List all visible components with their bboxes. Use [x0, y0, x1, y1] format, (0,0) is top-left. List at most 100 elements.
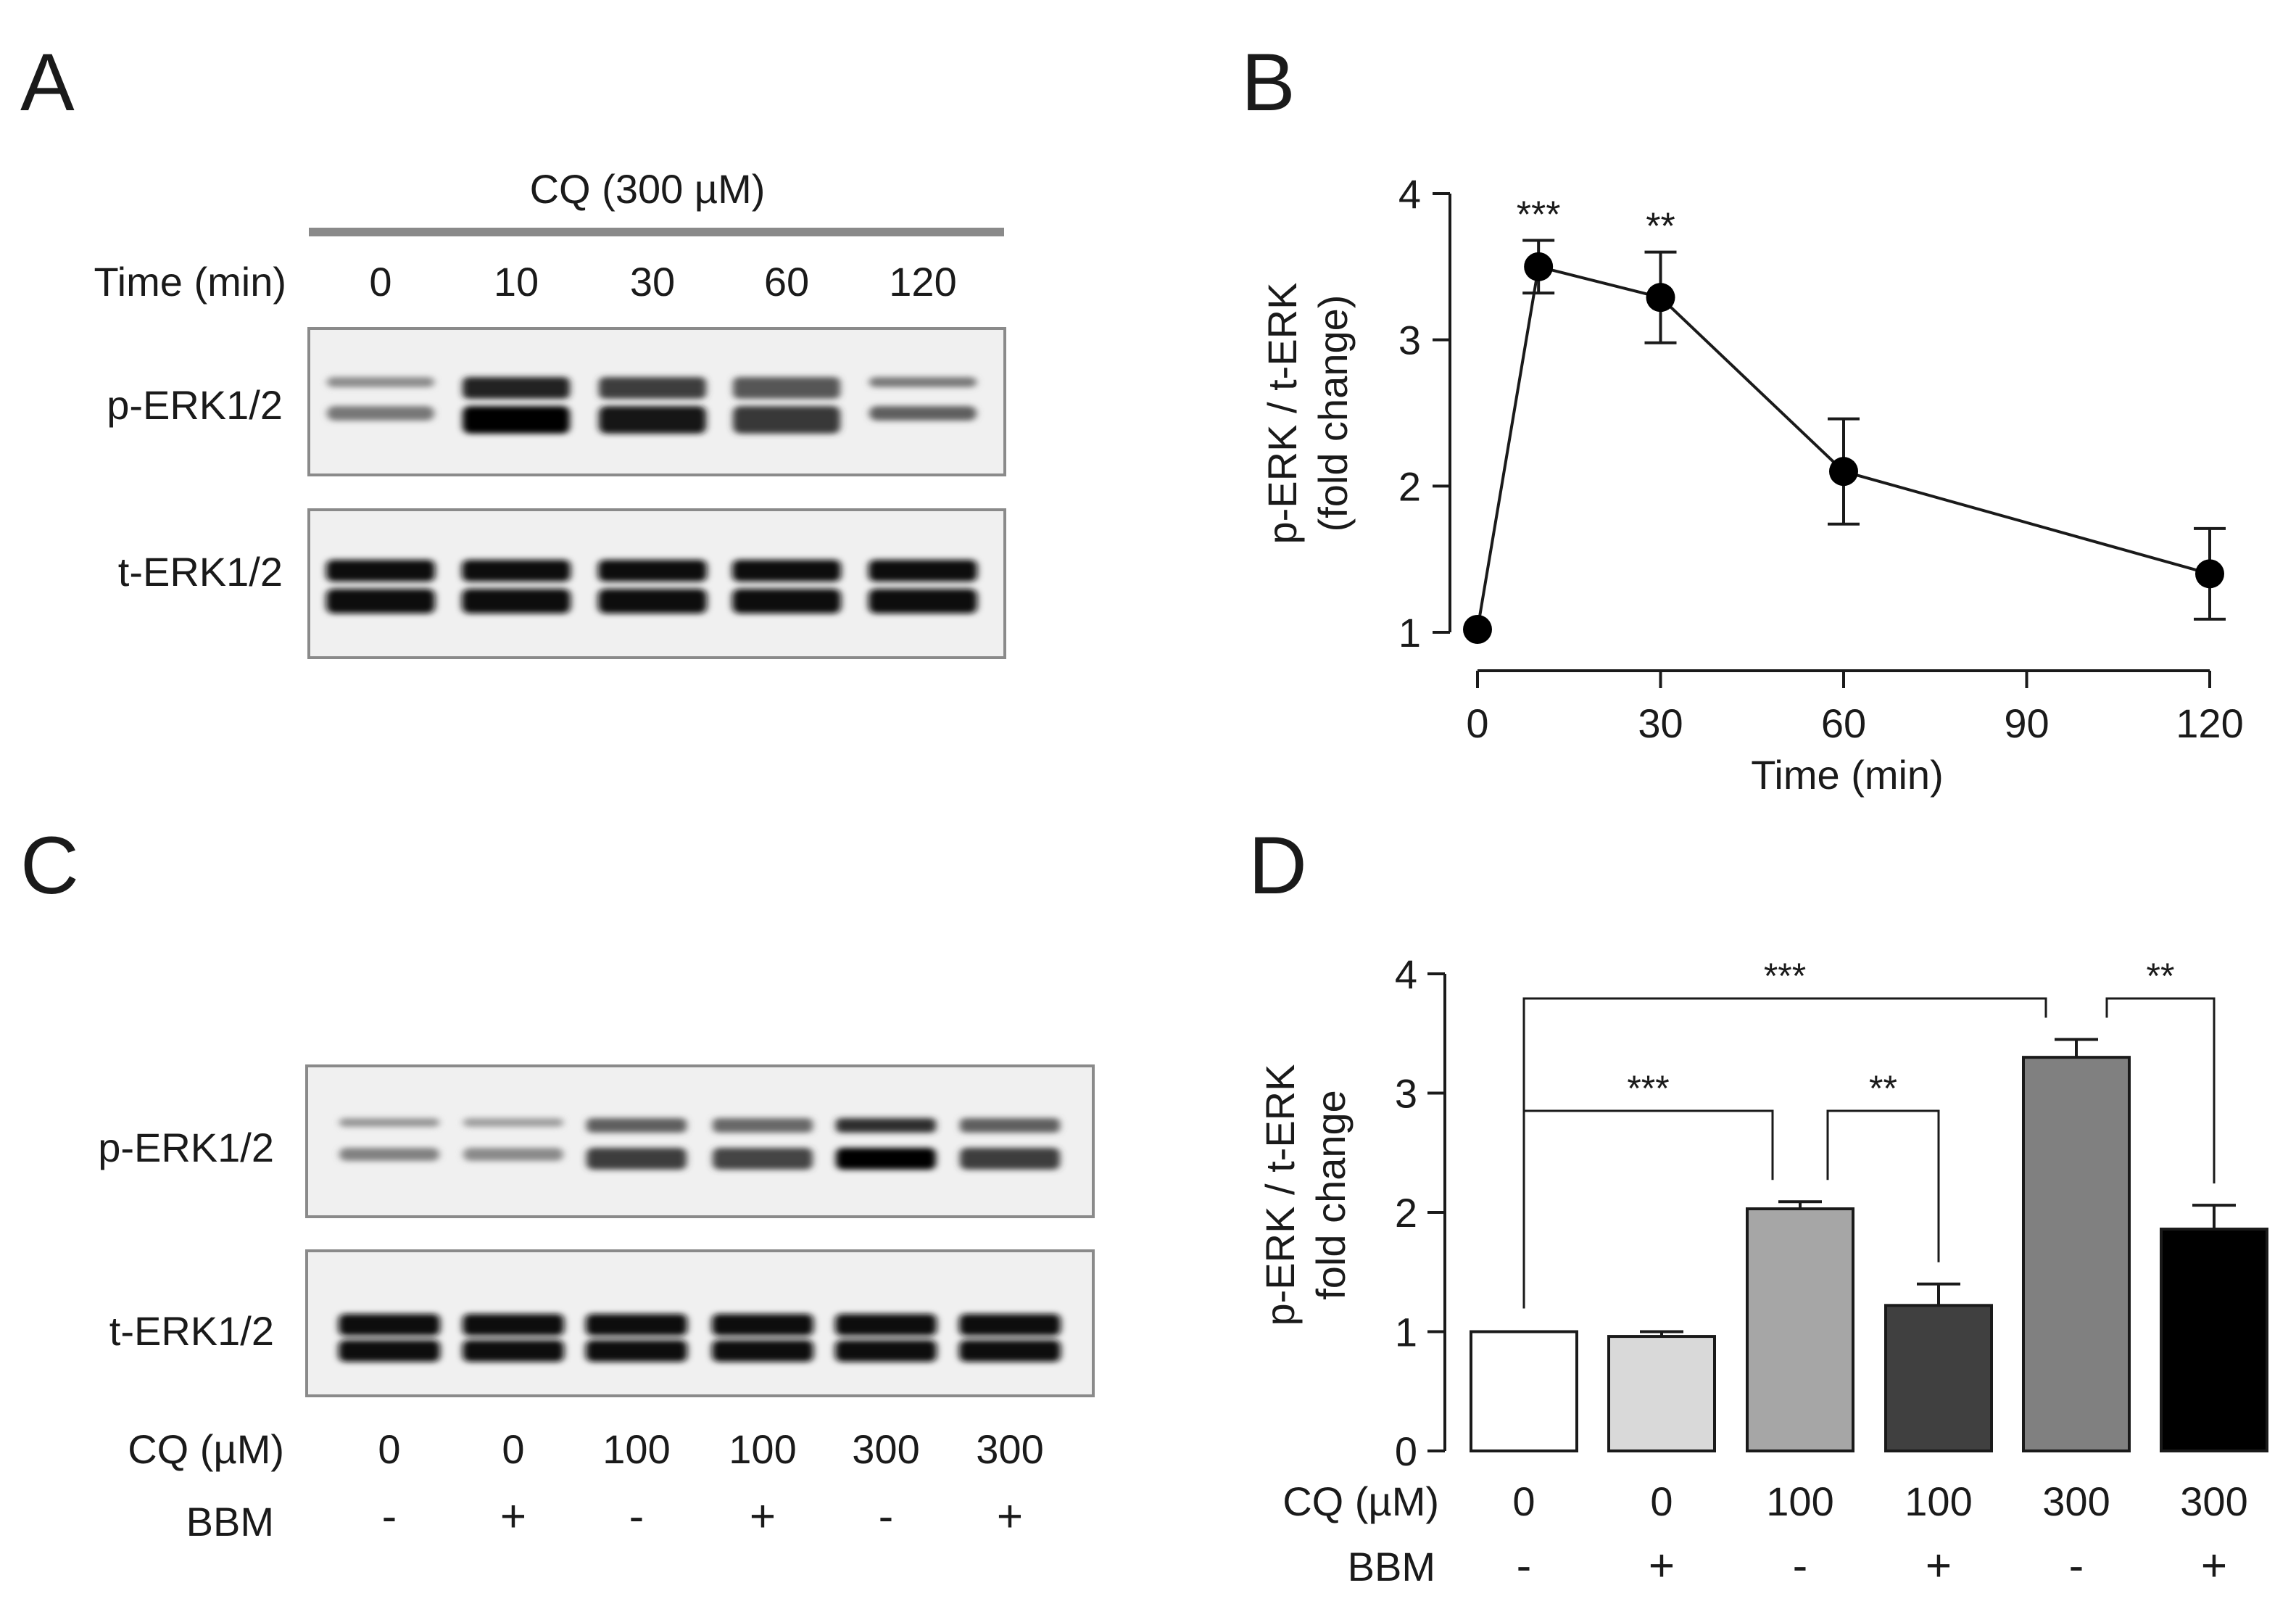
- bar: [2160, 1228, 2268, 1453]
- x-axis-label: Time (min): [1751, 752, 1943, 798]
- p-erk-membrane: [307, 327, 1006, 476]
- bar: [2022, 1056, 2131, 1452]
- cq-lane-label: 100: [602, 1426, 670, 1472]
- significance-marker: **: [1869, 1068, 1897, 1109]
- cq-lane-label: 300: [852, 1426, 919, 1472]
- lane-label: 10: [494, 259, 539, 305]
- t-erk-band-lower: [339, 1340, 440, 1362]
- significance-marker: **: [1646, 206, 1675, 248]
- cq-lane-label: 300: [976, 1426, 1043, 1472]
- x-tick-label: 0: [1466, 700, 1488, 746]
- significance-marker: ***: [1764, 956, 1806, 996]
- lane-label: 120: [889, 259, 956, 305]
- chart-d-category-labels: 0 - 0 +100 - 100 +300 - 300 +: [1512, 1479, 2247, 1591]
- t-erk-band-lower: [959, 1340, 1061, 1362]
- data-point: [1524, 252, 1554, 281]
- y-axis-label: p-ERK / t-ERK: [1257, 1064, 1303, 1326]
- y-axis-label-sub: (fold change): [1310, 295, 1356, 532]
- bbm-category-label: +: [2201, 1541, 2227, 1591]
- band-label-p-erk: p-ERK1/2: [98, 1125, 274, 1170]
- p-erk-band-upper: [463, 1118, 563, 1127]
- cq-category-label: 0: [1512, 1479, 1535, 1524]
- time-row-label: Time (min): [94, 259, 286, 305]
- p-erk-band-upper: [960, 1118, 1060, 1133]
- t-erk-membrane: [307, 508, 1006, 659]
- p-erk-membrane: [305, 1064, 1095, 1218]
- p-erk-band-lower: [960, 1148, 1060, 1170]
- bbm-lane-label: +: [750, 1492, 776, 1542]
- bar: [1746, 1207, 1854, 1452]
- p-erk-band-lower: [713, 1148, 813, 1170]
- t-erk-band-upper: [326, 560, 435, 582]
- panel-label-a: A: [20, 37, 75, 128]
- p-erk-band-upper: [339, 1118, 439, 1127]
- t-erk-band-lower: [586, 1340, 687, 1362]
- x-tick-label: 60: [1821, 700, 1866, 746]
- y-tick-label: 1: [1398, 610, 1421, 656]
- lane-label: 0: [369, 259, 391, 305]
- cq-lane-label: 0: [378, 1426, 400, 1472]
- panel-label-b: B: [1241, 37, 1296, 128]
- p-erk-band-lower: [733, 406, 840, 434]
- t-erk-band-upper: [712, 1314, 813, 1336]
- t-erk-band-upper: [586, 1314, 687, 1336]
- p-erk-band-upper: [869, 377, 977, 387]
- bbm-lane-label: -: [382, 1492, 397, 1542]
- bbm-row-label: BBM: [1348, 1544, 1435, 1589]
- t-erk-band-upper: [959, 1314, 1061, 1336]
- cq-lane-label: 0: [502, 1426, 524, 1472]
- x-tick-label: 30: [1638, 700, 1683, 746]
- p-erk-band-upper: [587, 1118, 687, 1133]
- y-tick-label: 3: [1398, 318, 1421, 363]
- bbm-lane-label: +: [997, 1492, 1023, 1542]
- y-tick-label: 2: [1395, 1190, 1417, 1236]
- data-point: [1829, 457, 1858, 487]
- treatment-label: CQ (300 µM): [530, 166, 766, 212]
- y-tick-label: 1: [1395, 1310, 1417, 1355]
- t-erk-band-upper: [339, 1314, 440, 1336]
- t-erk-band-upper: [463, 1314, 564, 1336]
- bbm-category-label: +: [1926, 1541, 1952, 1591]
- lane-label: 30: [630, 259, 675, 305]
- p-erk-band-lower: [327, 406, 434, 421]
- bbm-category-label: -: [2069, 1541, 2084, 1591]
- p-erk-band-upper: [463, 377, 570, 399]
- t-erk-band-lower: [462, 589, 571, 613]
- lane-labels: 0 - 0 +100 - 100 +300 - 300 +: [378, 1426, 1043, 1542]
- t-erk-band-lower: [598, 589, 707, 613]
- p-erk-band-upper: [327, 377, 434, 387]
- t-erk-band-lower: [835, 1340, 937, 1362]
- blot-a: CQ (300 µM) Time (min) 0 10 30 60 120 p-ERK1…: [94, 166, 1006, 659]
- t-erk-band-upper: [835, 1314, 937, 1336]
- cq-category-label: 100: [1766, 1479, 1833, 1524]
- cq-lane-label: 100: [729, 1426, 796, 1472]
- p-erk-band-upper: [713, 1118, 813, 1133]
- x-tick-label: 90: [2004, 700, 2049, 746]
- cq-category-label: 300: [2180, 1479, 2247, 1524]
- y-tick-label: 0: [1395, 1428, 1417, 1474]
- p-erk-band-upper: [836, 1118, 936, 1133]
- lane-labels: 0 10 30 60 120: [369, 259, 956, 305]
- p-erk-band-lower: [599, 406, 706, 434]
- cq-category-label: 0: [1650, 1479, 1673, 1524]
- band-label-p-erk: p-ERK1/2: [107, 382, 283, 428]
- significance-bracket: [1826, 1109, 1940, 1262]
- t-erk-band-upper: [598, 560, 707, 582]
- y-tick-label: 2: [1398, 463, 1421, 509]
- t-erk-band-lower: [712, 1340, 813, 1362]
- p-erk-band-upper: [599, 377, 706, 399]
- bbm-lane-label: -: [629, 1492, 645, 1542]
- panel-label-d: D: [1248, 820, 1307, 911]
- significance-marker: ***: [1517, 194, 1561, 236]
- chart-d-bars: [1470, 1038, 2268, 1453]
- cq-category-label: 100: [1905, 1479, 1972, 1524]
- bbm-lane-label: -: [879, 1492, 894, 1542]
- p-erk-band-upper: [733, 377, 840, 399]
- y-axis-label-sub: fold change: [1308, 1090, 1354, 1300]
- significance-bracket: [1522, 1109, 1774, 1309]
- data-point: [1646, 283, 1675, 313]
- t-erk-band-lower: [732, 589, 841, 613]
